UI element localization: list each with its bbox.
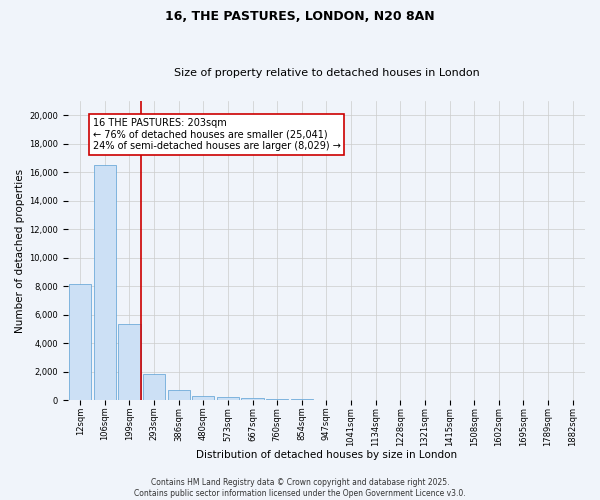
Text: 16 THE PASTURES: 203sqm
← 76% of detached houses are smaller (25,041)
24% of sem: 16 THE PASTURES: 203sqm ← 76% of detache… [92,118,340,152]
Bar [167,390,190,400]
Bar [94,165,116,400]
Bar [192,396,214,400]
Bar [266,398,288,400]
Bar [291,399,313,400]
Title: Size of property relative to detached houses in London: Size of property relative to detached ho… [173,68,479,78]
Bar [143,374,165,400]
X-axis label: Distribution of detached houses by size in London: Distribution of detached houses by size … [196,450,457,460]
Y-axis label: Number of detached properties: Number of detached properties [15,168,25,333]
Bar [118,324,140,400]
Bar [217,397,239,400]
Bar [69,284,91,401]
Bar [241,398,263,400]
Text: Contains HM Land Registry data © Crown copyright and database right 2025.
Contai: Contains HM Land Registry data © Crown c… [134,478,466,498]
Text: 16, THE PASTURES, LONDON, N20 8AN: 16, THE PASTURES, LONDON, N20 8AN [165,10,435,23]
